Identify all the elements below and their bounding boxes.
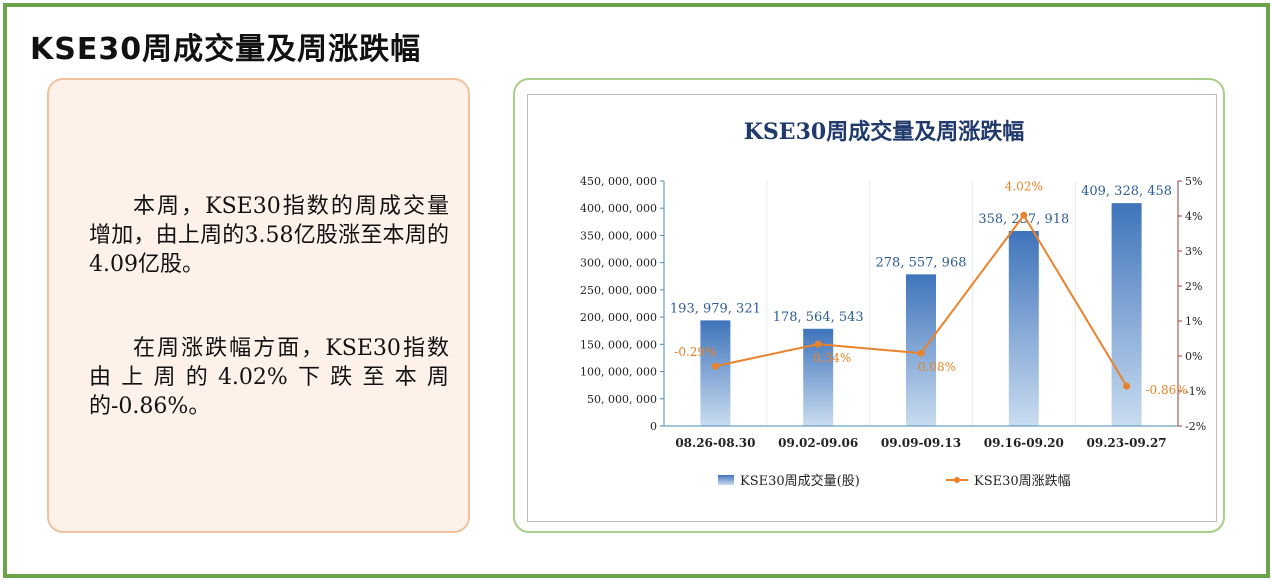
chart-title: KSE30周成交量及周涨跌幅	[744, 119, 1024, 145]
x-tick-label: 08.26-08.30	[675, 436, 755, 450]
change-data-label: 0.34%	[813, 351, 851, 365]
change-point	[917, 349, 925, 357]
chart-card: KSE30周成交量及周涨跌幅 193, 979, 321 178, 564, 54…	[513, 78, 1225, 533]
volume-bar	[700, 320, 731, 426]
change-data-label: -0.29%	[674, 345, 716, 359]
change-point	[711, 362, 719, 370]
change-point	[1020, 211, 1028, 219]
y-right-tick-label: 4%	[1185, 210, 1202, 223]
x-tick-label: 09.23-09.27	[1087, 436, 1167, 450]
x-tick-label: 09.09-09.13	[881, 436, 961, 450]
change-data-label: 0.08%	[918, 360, 956, 374]
commentary-card: 本周，KSE30指数的周成交量增加，由上周的3.58亿股涨至本周的4.09亿股。…	[47, 78, 470, 533]
commentary-paragraph-volume: 本周，KSE30指数的周成交量增加，由上周的3.58亿股涨至本周的4.09亿股。	[89, 194, 449, 277]
y-right-tick-label: 2%	[1185, 280, 1202, 293]
volume-data-label: 193, 979, 321	[670, 301, 761, 316]
y-left-tick-label: 400, 000, 000	[580, 202, 657, 215]
y-left-tick-label: 150, 000, 000	[580, 338, 657, 351]
change-data-label: -0.86%	[1146, 383, 1188, 397]
combo-chart: KSE30周成交量及周涨跌幅 193, 979, 321 178, 564, 54…	[580, 119, 1206, 489]
y-left-tick-label: 0	[650, 420, 657, 433]
volume-data-label: 409, 328, 458	[1081, 184, 1172, 199]
page-title: KSE30周成交量及周涨跌幅	[30, 32, 422, 67]
y-left-tick-label: 450, 000, 000	[580, 175, 657, 188]
y-left-tick-label: 100, 000, 000	[580, 366, 657, 379]
x-tick-label: 09.02-09.06	[778, 436, 858, 450]
y-right-tick-label: -1%	[1185, 385, 1206, 398]
y-right-tick-label: 3%	[1185, 245, 1202, 258]
volume-data-label: 278, 557, 968	[876, 255, 967, 270]
volume-bar	[1111, 203, 1142, 426]
legend-label-change: KSE30周涨跌幅	[974, 473, 1071, 489]
commentary-paragraph-change: 在周涨跌幅方面，KSE30指数由上周的4.02%下跌至本周的-0.86%。	[89, 336, 449, 419]
change-data-label: 4.02%	[1005, 179, 1043, 193]
y-right-tick-label: 1%	[1185, 315, 1202, 328]
volume-data-label: 178, 564, 543	[773, 310, 864, 325]
volume-bar	[1008, 230, 1039, 426]
legend-swatch-volume	[718, 475, 734, 485]
y-left-tick-label: 350, 000, 000	[580, 229, 657, 242]
y-left-tick-label: 200, 000, 000	[580, 311, 657, 324]
y-left-tick-label: 250, 000, 000	[580, 284, 657, 297]
y-right-tick-label: -2%	[1185, 420, 1206, 433]
y-left-tick-label: 300, 000, 000	[580, 257, 657, 270]
x-tick-label: 09.16-09.20	[984, 436, 1064, 450]
legend-marker-change	[954, 477, 960, 483]
y-left-tick-label: 50, 000, 000	[587, 393, 657, 406]
chart-panel: KSE30周成交量及周涨跌幅 193, 979, 321 178, 564, 54…	[527, 94, 1217, 522]
change-point	[1123, 382, 1131, 390]
y-right-tick-label: 0%	[1185, 350, 1202, 363]
y-right-tick-label: 5%	[1185, 175, 1202, 188]
change-point	[814, 340, 822, 348]
legend-label-volume: KSE30周成交量(股)	[740, 473, 860, 489]
volume-data-label: 358, 237, 918	[978, 212, 1069, 227]
